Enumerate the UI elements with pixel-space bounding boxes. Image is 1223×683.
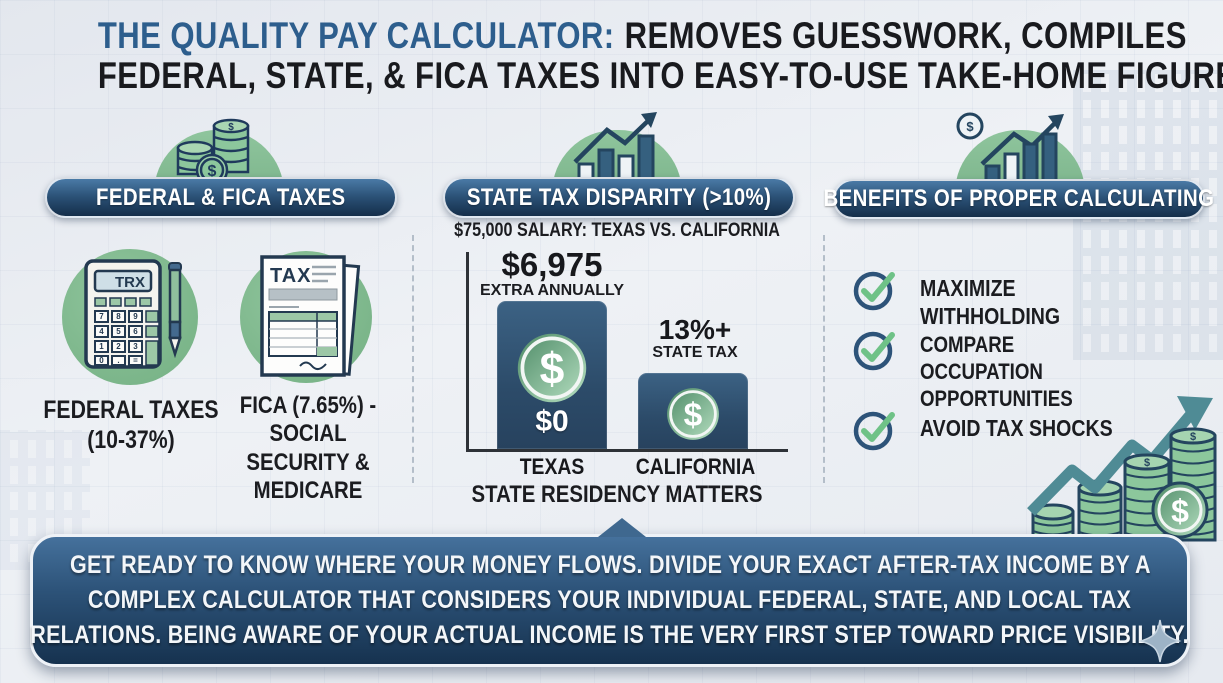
svg-text:5: 5 xyxy=(116,327,121,336)
section-header-label: BENEFITS OF PROPER CALCULATING xyxy=(823,185,1215,212)
category-label-california: CALIFORNIA xyxy=(635,454,756,479)
benefit-label: MAXIMIZE WITHHOLDING xyxy=(920,275,1061,330)
pen-icon xyxy=(168,262,182,359)
svg-text:$: $ xyxy=(684,397,703,434)
benefit-item: MAXIMIZE WITHHOLDING xyxy=(852,266,1200,330)
label-fica: FICA (7.65%) - SOCIAL SECURITY & MEDICAR… xyxy=(239,392,377,504)
svg-text:.: . xyxy=(117,356,119,365)
svg-text:8: 8 xyxy=(116,312,121,321)
dollar-coin-icon: $ xyxy=(667,388,719,440)
svg-text:3: 3 xyxy=(133,342,138,351)
growth-arrow-coins-decoration: $ $ $ xyxy=(1027,396,1217,542)
svg-text:=: = xyxy=(133,356,138,365)
column-divider xyxy=(412,235,414,483)
title-line-2: FEDERAL, STATE, & FICA TAXES INTO EASY-T… xyxy=(97,55,1223,96)
benefit-item: COMPARE OCCUPATION OPPORTUNITIES xyxy=(852,326,1180,412)
banner-notch xyxy=(598,518,646,537)
svg-text:0: 0 xyxy=(99,356,104,365)
check-icon xyxy=(853,331,895,371)
svg-text:$: $ xyxy=(1190,431,1196,443)
texas-inside-label: $0 xyxy=(535,405,569,438)
coin-stack-icon: $ $ xyxy=(176,118,250,187)
tax-document-icon: TAX xyxy=(260,255,361,377)
x-axis xyxy=(466,449,788,452)
calculator-icon: TRX 7 8 9 4 5 6 1 2 3 0. = xyxy=(84,259,182,369)
california-callout-value: 13%+ xyxy=(658,314,732,345)
svg-text:TRX: TRX xyxy=(115,274,145,291)
svg-text:$: $ xyxy=(540,345,565,394)
banner-line: COMPLEX CALCULATOR THAT CONSIDERS YOUR I… xyxy=(88,586,1132,614)
title-accent: THE QUALITY PAY CALCULATOR: xyxy=(97,15,615,56)
svg-text:$: $ xyxy=(208,163,217,180)
title-line-1: THE QUALITY PAY CALCULATOR: REMOVES GUESS… xyxy=(97,15,1187,56)
section-header-label: STATE TAX DISPARITY (>10%) xyxy=(466,183,772,211)
benefit-item: AVOID TAX SHOCKS xyxy=(852,406,1200,452)
banner-line: GET READY TO KNOW WHERE YOUR MONEY FLOWS… xyxy=(69,551,1151,579)
banner-line: RELATIONS. BEING AWARE OF YOUR ACTUAL IN… xyxy=(30,621,1190,649)
svg-text:7: 7 xyxy=(99,312,104,321)
label-federal-taxes: FEDERAL TAXES (10-37%) xyxy=(43,396,219,454)
svg-text:$: $ xyxy=(228,122,234,133)
bar-texas: $ $0 xyxy=(497,301,607,449)
texas-callout-value: $6,975 xyxy=(501,246,603,283)
chart-subtitle: $75,000 SALARY: TEXAS VS. CALIFORNIA xyxy=(454,220,780,241)
chart-caption: STATE RESIDENCY MATTERS xyxy=(471,481,763,508)
svg-text:$: $ xyxy=(1171,493,1189,529)
page-title: THE QUALITY PAY CALCULATOR: REMOVES GUESS… xyxy=(0,16,1223,96)
svg-text:9: 9 xyxy=(133,312,138,321)
bar-california: $ xyxy=(638,373,748,449)
y-axis xyxy=(466,252,469,452)
sparkle-icon xyxy=(1138,619,1182,663)
column-divider xyxy=(823,235,825,483)
benefit-label: COMPARE OCCUPATION OPPORTUNITIES xyxy=(920,332,1073,411)
dollar-coin-icon: $ xyxy=(517,333,587,403)
svg-text:2: 2 xyxy=(116,342,121,351)
summary-banner: GET READY TO KNOW WHERE YOUR MONEY FLOWS… xyxy=(30,518,1190,667)
section-header-label: FEDERAL & FICA TAXES xyxy=(96,183,346,211)
svg-text:6: 6 xyxy=(133,327,138,336)
svg-text:$: $ xyxy=(1144,457,1150,469)
svg-text:1: 1 xyxy=(99,342,104,351)
check-icon xyxy=(853,271,895,311)
title-rest: REMOVES GUESSWORK, COMPILES xyxy=(624,15,1187,56)
svg-text:4: 4 xyxy=(99,327,104,336)
svg-text:TAX: TAX xyxy=(270,265,312,287)
svg-text:$: $ xyxy=(966,119,974,134)
category-label-texas: TEXAS xyxy=(519,454,585,479)
texas-callout-label: EXTRA ANNUALLY xyxy=(479,282,624,299)
section-header-benefits: BENEFITS OF PROPER CALCULATING xyxy=(824,179,1214,219)
section-header-state-disparity: STATE TAX DISPARITY (>10%) xyxy=(443,177,795,218)
benefit-label: AVOID TAX SHOCKS xyxy=(920,415,1113,441)
section-header-federal-fica: FEDERAL & FICA TAXES xyxy=(45,177,397,218)
check-icon xyxy=(853,411,895,451)
california-callout-label: STATE TAX xyxy=(652,344,738,361)
